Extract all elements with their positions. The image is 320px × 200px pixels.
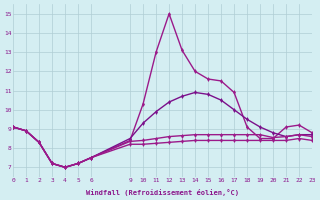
X-axis label: Windfall (Refroidissement éolien,°C): Windfall (Refroidissement éolien,°C): [86, 189, 239, 196]
